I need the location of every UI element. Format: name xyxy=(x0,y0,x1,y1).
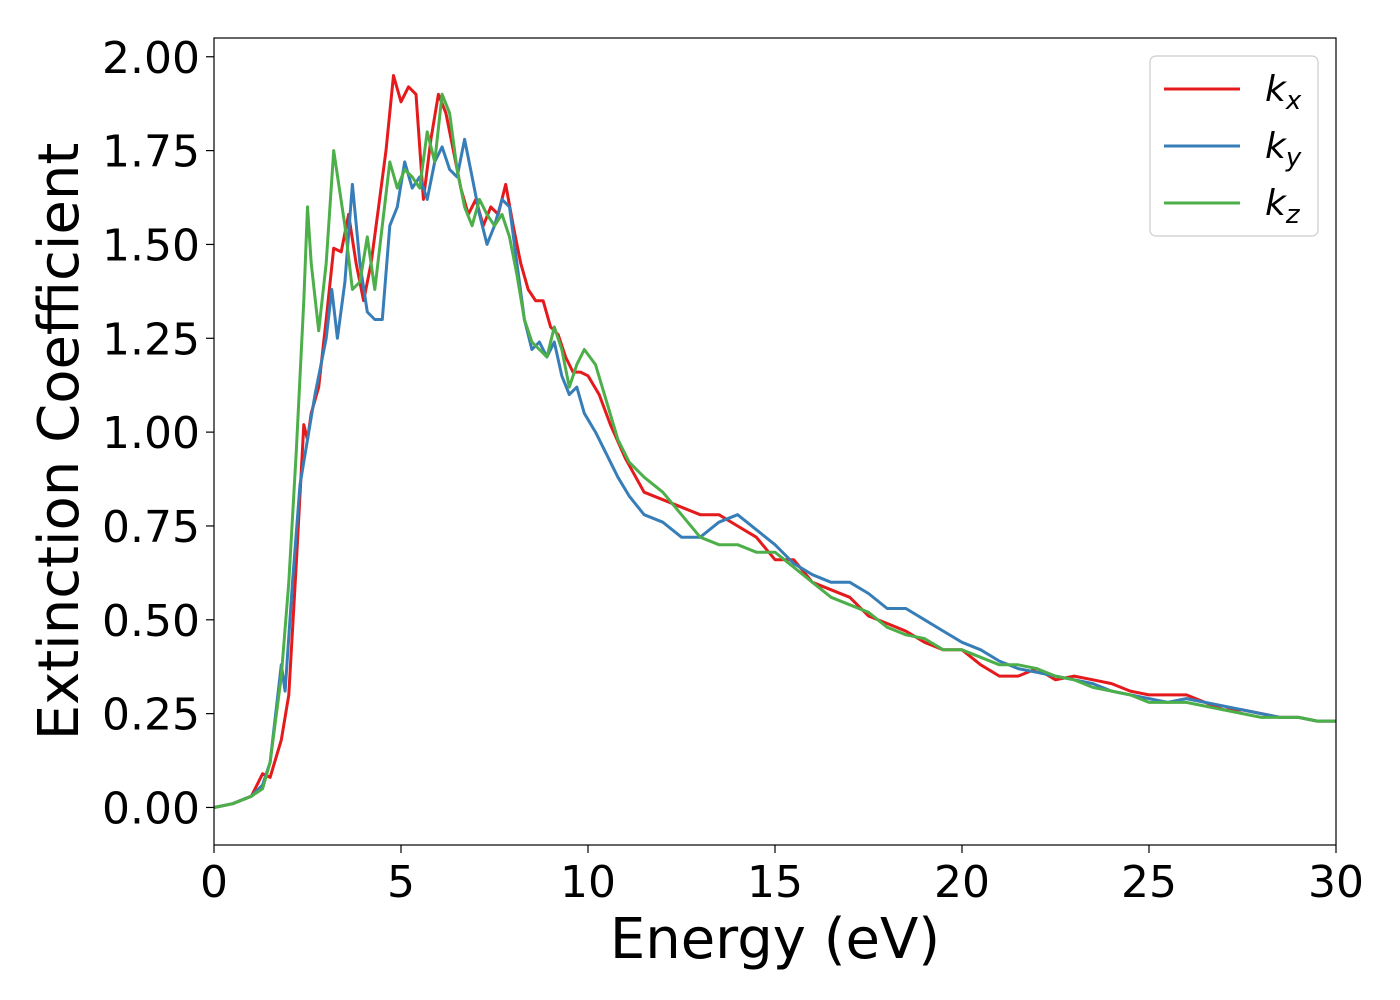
x-axis-title: Energy (eV) xyxy=(610,907,940,972)
plot-area xyxy=(213,37,1337,846)
x-axis: 0 5 10 15 20 25 30 xyxy=(200,845,1364,908)
y-tick-label: 0.75 xyxy=(102,502,200,553)
legend-label-ky: ky xyxy=(1265,126,1302,173)
y-tick-label: 0.25 xyxy=(102,690,200,741)
plot-background xyxy=(214,38,1336,845)
legend-label-kz: kz xyxy=(1265,183,1301,230)
x-tick-label: 20 xyxy=(934,857,990,908)
x-tick-label: 15 xyxy=(747,857,803,908)
y-tick-label: 2.00 xyxy=(102,33,200,84)
x-tick-label: 0 xyxy=(200,857,228,908)
y-tick-label: 0.00 xyxy=(102,783,200,834)
y-tick-label: 1.75 xyxy=(102,127,200,178)
y-tick-label: 1.00 xyxy=(102,408,200,459)
legend-label-kx: kx xyxy=(1265,69,1302,116)
x-tick-label: 10 xyxy=(560,857,616,908)
x-tick-label: 5 xyxy=(387,857,415,908)
x-tick-label: 25 xyxy=(1121,857,1177,908)
y-axis-title: Extinction Coefficient xyxy=(27,143,92,741)
x-tick-label: 30 xyxy=(1308,857,1364,908)
y-tick-label: 0.50 xyxy=(102,596,200,647)
y-tick-label: 1.50 xyxy=(102,220,200,271)
y-tick-label: 1.25 xyxy=(102,314,200,365)
series-group xyxy=(214,74,1336,809)
legend: kx ky kz xyxy=(1149,55,1319,237)
y-axis: 0.00 0.25 0.50 0.75 1.00 1.25 1.50 1.75 2.00 xyxy=(102,33,214,834)
series-line-kz xyxy=(214,92,1336,809)
